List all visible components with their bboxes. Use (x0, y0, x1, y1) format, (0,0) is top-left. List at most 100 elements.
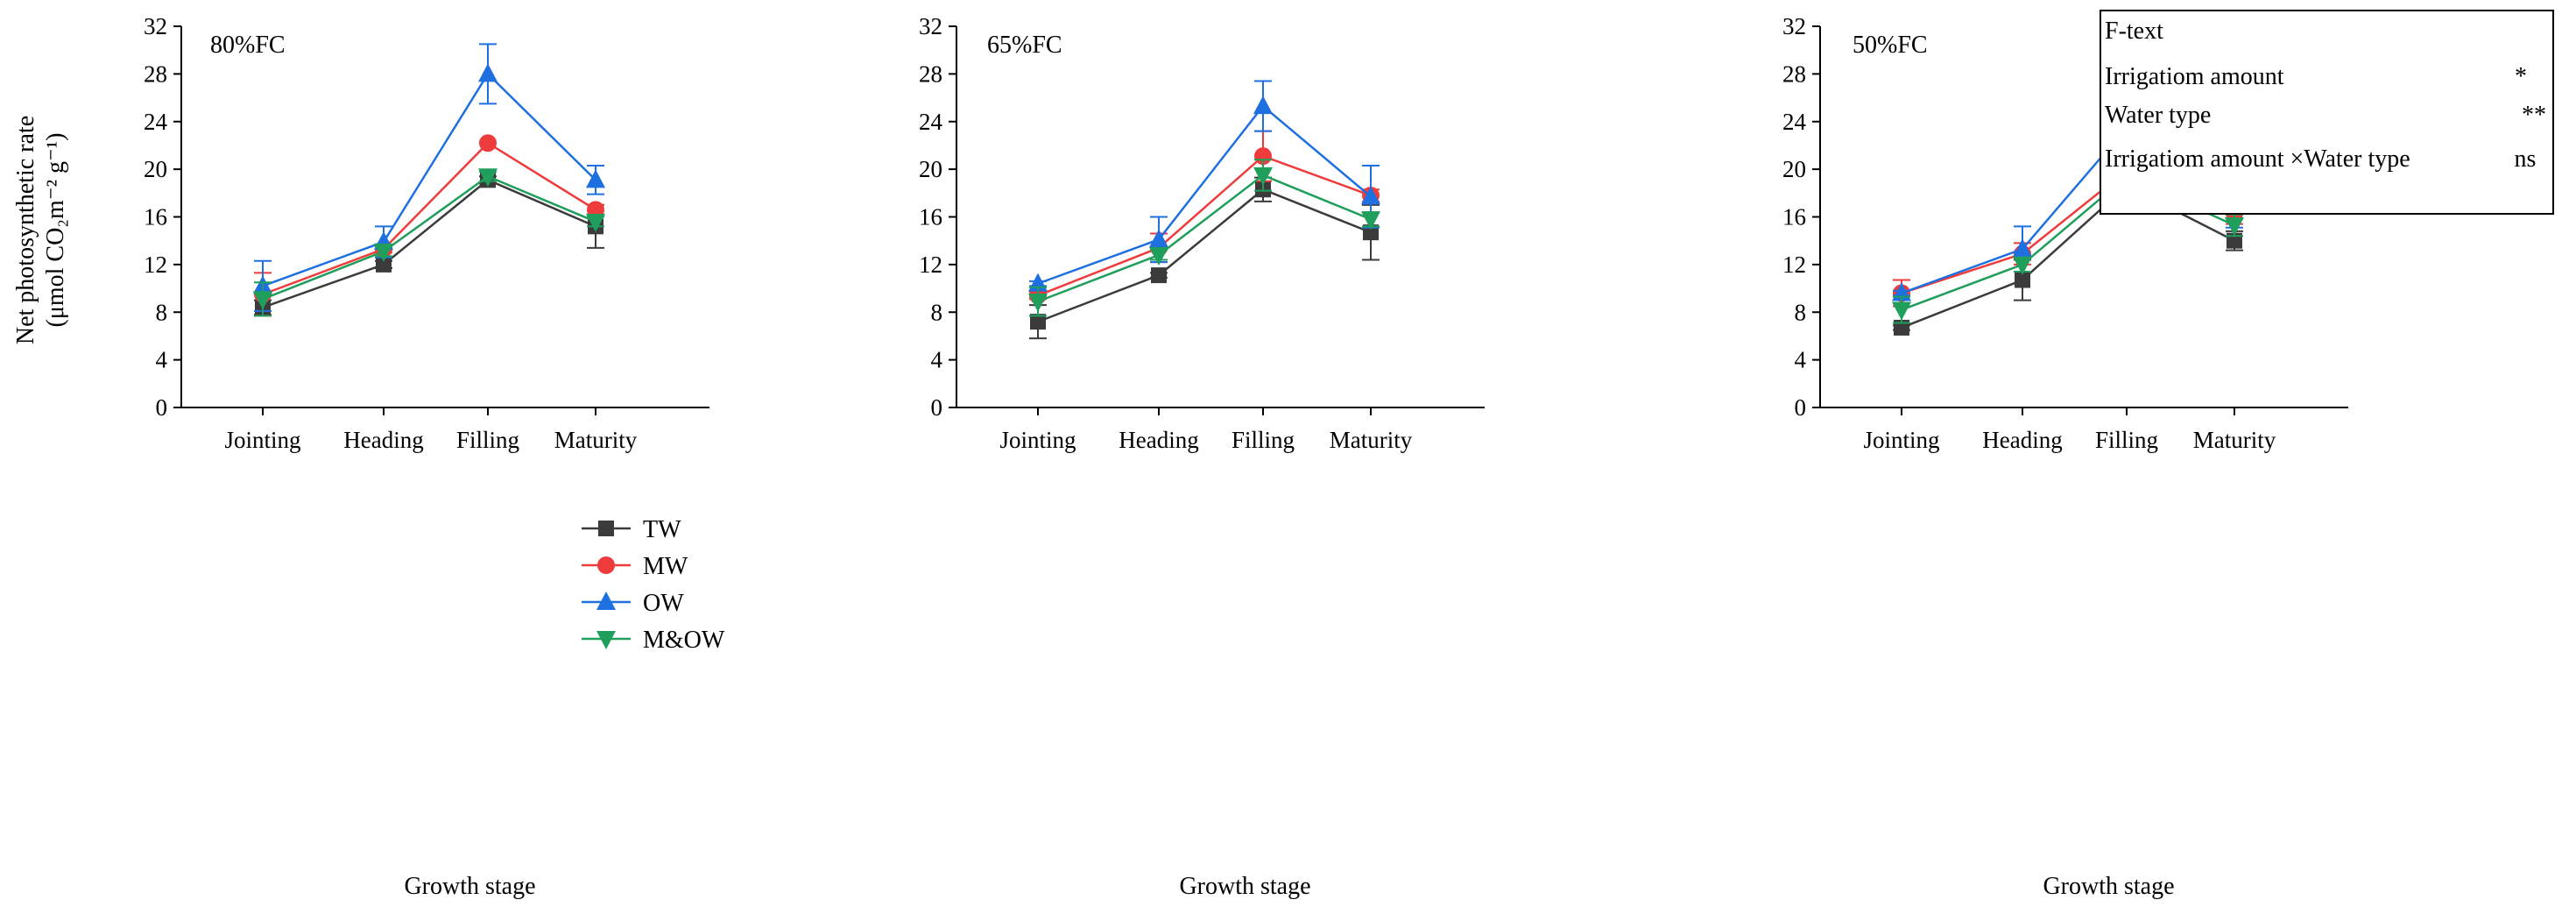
panel-axes: 0 4 8 12 16 20 24 28 32 Jointing Heading Filling Mat… (12, 13, 709, 900)
y-tick-label: 24 (144, 109, 168, 135)
data-point (2013, 256, 2032, 275)
y-tick-label: 12 (1782, 252, 1806, 278)
legend-label: TW (643, 516, 681, 543)
data-point (478, 168, 498, 188)
y-tick-label: 28 (144, 60, 167, 87)
y-axis-title: Net photosynthetic rate (μmol CO₂m⁻² g⁻¹) (12, 116, 69, 344)
data-point (253, 291, 272, 310)
y-tick-label: 8 (1795, 299, 1807, 325)
data-point (478, 63, 498, 82)
y-tick-label: 16 (919, 204, 942, 230)
data-point (1149, 229, 1168, 248)
series-line (262, 174, 596, 301)
series-line (1037, 154, 1372, 297)
y-axis-title-unit: (μmol CO₂m⁻² g⁻¹) (42, 132, 69, 327)
x-axis-title: Growth stage (2043, 873, 2174, 900)
series-line (1037, 174, 1372, 303)
data-point (2015, 272, 2030, 288)
series-line (262, 141, 596, 296)
y-tick-label: 20 (1782, 156, 1806, 182)
x-tick-label: Maturity (2193, 427, 2276, 453)
data-point (1030, 314, 1046, 330)
data-point (586, 169, 605, 188)
x-axis-title: Growth stage (404, 873, 535, 900)
legend-label: OW (643, 590, 684, 617)
data-point (1361, 186, 1380, 205)
x-tick-label: Heading (343, 427, 423, 453)
data-point (1253, 96, 1273, 115)
series-m-and-ow (253, 168, 605, 317)
x-tick-label: Jointing (1863, 427, 1939, 453)
ftext-row-value: ** (2522, 102, 2546, 129)
series-line (1037, 104, 1372, 285)
y-tick-label: 24 (919, 109, 943, 135)
legend-label: MW (643, 553, 688, 580)
y-tick-label: 12 (919, 252, 942, 278)
y-axis-title-main: Net photosynthetic rate (12, 116, 39, 344)
ftext-row-label: Irrigatiom amount ×Water type (2105, 145, 2410, 173)
series-line (262, 72, 596, 287)
data-point (376, 256, 392, 273)
y-tick-label: 8 (156, 299, 168, 325)
series-mw (1029, 130, 1380, 305)
y-tick-label: 4 (1795, 347, 1807, 373)
x-tick-label: Jointing (999, 427, 1076, 453)
panel-title: 50%FC (1853, 32, 1928, 59)
y-tick-label: 28 (919, 60, 942, 87)
panel-series (1028, 80, 1380, 340)
series-ow (253, 43, 605, 312)
y-tick-label: 0 (931, 394, 943, 421)
panel-axes: 0 4 8 12 16 20 24 28 32 Jointing Heading Filling Mat… (1782, 13, 2348, 900)
ftext-row-label: Water type (2105, 102, 2211, 129)
ftext-row-label: Irrigatiom amount (2105, 63, 2284, 90)
x-tick-label: Jointing (224, 427, 300, 453)
panel-title: 80%FC (210, 32, 286, 59)
y-tick-label: 20 (919, 156, 942, 182)
y-tick-label: 32 (919, 13, 942, 39)
series-tw (254, 172, 604, 315)
legend-marker (596, 631, 616, 649)
legend: TW MW OW M&OW (582, 516, 725, 654)
y-tick-label: 20 (144, 156, 167, 182)
x-tick-label: Heading (1982, 427, 2062, 453)
x-tick-label: Filling (456, 427, 519, 453)
legend-entry: MW (582, 553, 688, 580)
y-tick-label: 28 (1782, 60, 1806, 87)
y-tick-label: 0 (156, 394, 168, 421)
y-tick-label: 32 (144, 13, 167, 39)
x-tick-label: Filling (2095, 427, 2158, 453)
data-point (374, 243, 393, 262)
ftext-row-value: ns (2515, 145, 2537, 173)
x-tick-label: Maturity (554, 427, 638, 453)
series-line (262, 178, 596, 308)
legend-label: M&OW (643, 627, 725, 654)
data-point (1361, 211, 1380, 230)
legend-marker (598, 521, 614, 536)
data-point (1892, 301, 1911, 321)
data-point (1028, 294, 1048, 313)
ftext-row-value: * (2515, 63, 2527, 90)
y-tick-label: 16 (1782, 204, 1806, 230)
y-tick-label: 16 (144, 204, 167, 230)
data-point (586, 213, 605, 232)
y-tick-label: 32 (1782, 13, 1806, 39)
legend-entry: OW (582, 590, 684, 617)
series-m-and-ow (1028, 159, 1380, 317)
y-tick-label: 12 (144, 252, 167, 278)
panel-axes: 0 4 8 12 16 20 24 28 32 Jointing Heading Filling Mat… (919, 13, 1485, 900)
data-point (2225, 217, 2244, 237)
legend-marker (597, 556, 615, 574)
x-axis-title: Growth stage (1179, 873, 1310, 900)
data-point (479, 134, 497, 152)
marks-layer (253, 43, 2244, 340)
ftext-title: F-text (2105, 18, 2163, 45)
data-point (1151, 267, 1167, 284)
legend-entry: M&OW (582, 627, 725, 654)
panel-title: 65%FC (987, 32, 1062, 59)
y-tick-label: 8 (931, 299, 943, 325)
data-point (1253, 167, 1273, 186)
series-line (1037, 188, 1372, 323)
panel-series (253, 43, 605, 317)
